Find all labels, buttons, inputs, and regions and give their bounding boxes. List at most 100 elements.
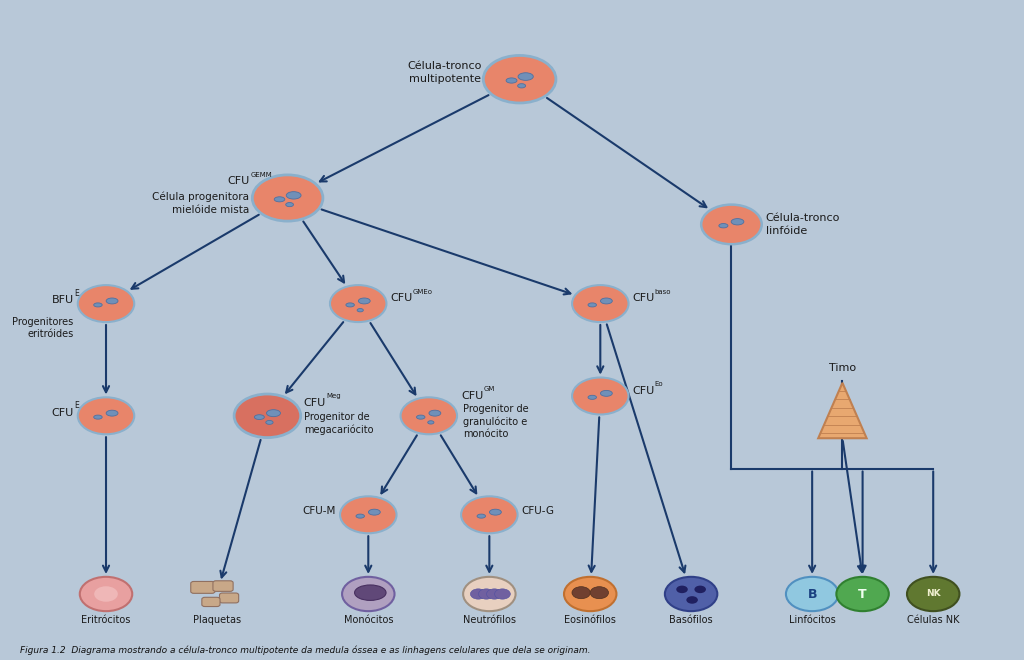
Circle shape — [483, 55, 556, 103]
Circle shape — [340, 496, 396, 533]
Ellipse shape — [287, 191, 301, 199]
FancyBboxPatch shape — [190, 581, 215, 593]
Ellipse shape — [274, 197, 285, 202]
Text: CFU: CFU — [461, 391, 483, 401]
Circle shape — [94, 586, 118, 602]
Circle shape — [330, 285, 386, 322]
Ellipse shape — [731, 218, 743, 225]
Ellipse shape — [94, 415, 102, 419]
Text: Eosinófilos: Eosinófilos — [564, 615, 616, 625]
Circle shape — [495, 589, 510, 599]
Text: CFU: CFU — [633, 385, 654, 396]
Ellipse shape — [266, 410, 281, 416]
Circle shape — [590, 587, 608, 599]
Text: CFU: CFU — [227, 176, 249, 186]
Text: B: B — [807, 587, 817, 601]
Text: CFU-M: CFU-M — [303, 506, 336, 517]
Text: E: E — [75, 401, 80, 411]
Text: Célula-tronco
multipotente: Célula-tronco multipotente — [407, 61, 481, 84]
Text: Plaquetas: Plaquetas — [193, 615, 241, 625]
Text: GEMM: GEMM — [250, 172, 272, 178]
Circle shape — [234, 394, 301, 438]
Circle shape — [461, 496, 517, 533]
Text: Célula-tronco
linfóide: Célula-tronco linfóide — [766, 213, 840, 236]
Circle shape — [470, 589, 486, 599]
Text: Neutrófilos: Neutrófilos — [463, 615, 516, 625]
Circle shape — [400, 397, 457, 434]
Text: Células NK: Células NK — [907, 615, 959, 625]
Circle shape — [701, 205, 762, 244]
Circle shape — [78, 285, 134, 322]
Ellipse shape — [106, 411, 118, 416]
Ellipse shape — [719, 224, 728, 228]
Text: CFU: CFU — [633, 293, 654, 304]
Circle shape — [80, 577, 132, 611]
Ellipse shape — [600, 298, 612, 304]
Circle shape — [694, 585, 706, 593]
Text: Célula progenitora
mielóide mista: Célula progenitora mielóide mista — [153, 191, 249, 215]
Ellipse shape — [588, 303, 596, 307]
Text: CFU: CFU — [304, 397, 326, 408]
Circle shape — [572, 587, 590, 599]
Circle shape — [486, 589, 502, 599]
Text: Progenitor de
megacariócito: Progenitor de megacariócito — [304, 412, 373, 435]
Circle shape — [463, 577, 515, 611]
Circle shape — [837, 577, 889, 611]
Ellipse shape — [477, 514, 485, 518]
Ellipse shape — [518, 73, 534, 81]
Text: GM: GM — [483, 386, 495, 393]
Circle shape — [564, 577, 616, 611]
FancyBboxPatch shape — [213, 581, 233, 591]
Text: Monócitos: Monócitos — [343, 615, 393, 625]
Ellipse shape — [286, 203, 294, 207]
Ellipse shape — [600, 391, 612, 396]
Ellipse shape — [369, 510, 380, 515]
Ellipse shape — [428, 420, 434, 424]
Circle shape — [478, 589, 495, 599]
Text: GMEo: GMEo — [413, 288, 433, 295]
Ellipse shape — [489, 510, 502, 515]
Text: BFU: BFU — [51, 295, 74, 306]
Text: Figura 1.2  Diagrama mostrando a célula-tronco multipotente da medula óssea e as: Figura 1.2 Diagrama mostrando a célula-t… — [20, 645, 591, 655]
Text: CFU: CFU — [51, 407, 74, 418]
Circle shape — [686, 596, 698, 604]
Circle shape — [665, 577, 718, 611]
Circle shape — [786, 577, 839, 611]
Text: baso: baso — [654, 288, 672, 295]
Text: Progenitor de
granulócito e
monócito: Progenitor de granulócito e monócito — [463, 404, 528, 440]
Text: CFU-G: CFU-G — [521, 506, 555, 517]
Text: NK: NK — [926, 589, 940, 599]
Text: Meg: Meg — [326, 393, 341, 399]
Text: E: E — [75, 289, 80, 298]
Circle shape — [572, 378, 629, 414]
Text: Basófilos: Basófilos — [670, 615, 713, 625]
Ellipse shape — [106, 298, 118, 304]
FancyBboxPatch shape — [219, 593, 239, 603]
Circle shape — [252, 175, 323, 221]
Ellipse shape — [588, 395, 596, 399]
Circle shape — [907, 577, 959, 611]
Ellipse shape — [346, 303, 354, 307]
Text: Eritrócitos: Eritrócitos — [81, 615, 131, 625]
Polygon shape — [818, 383, 866, 438]
Ellipse shape — [94, 303, 102, 307]
Ellipse shape — [357, 308, 364, 312]
Text: Timo: Timo — [828, 363, 856, 373]
Ellipse shape — [417, 415, 425, 419]
Ellipse shape — [356, 514, 365, 518]
Text: Progenitores
eritróides: Progenitores eritróides — [12, 317, 74, 339]
Text: Linfócitos: Linfócitos — [788, 615, 836, 625]
Ellipse shape — [354, 585, 386, 601]
Circle shape — [676, 585, 688, 593]
Ellipse shape — [358, 298, 371, 304]
Text: CFU: CFU — [390, 293, 413, 304]
Circle shape — [78, 397, 134, 434]
Text: T: T — [858, 587, 867, 601]
Ellipse shape — [254, 414, 264, 420]
Circle shape — [342, 577, 394, 611]
Ellipse shape — [506, 78, 517, 83]
Ellipse shape — [429, 411, 440, 416]
Text: Eo: Eo — [654, 381, 664, 387]
Ellipse shape — [266, 420, 273, 424]
Ellipse shape — [518, 84, 525, 88]
